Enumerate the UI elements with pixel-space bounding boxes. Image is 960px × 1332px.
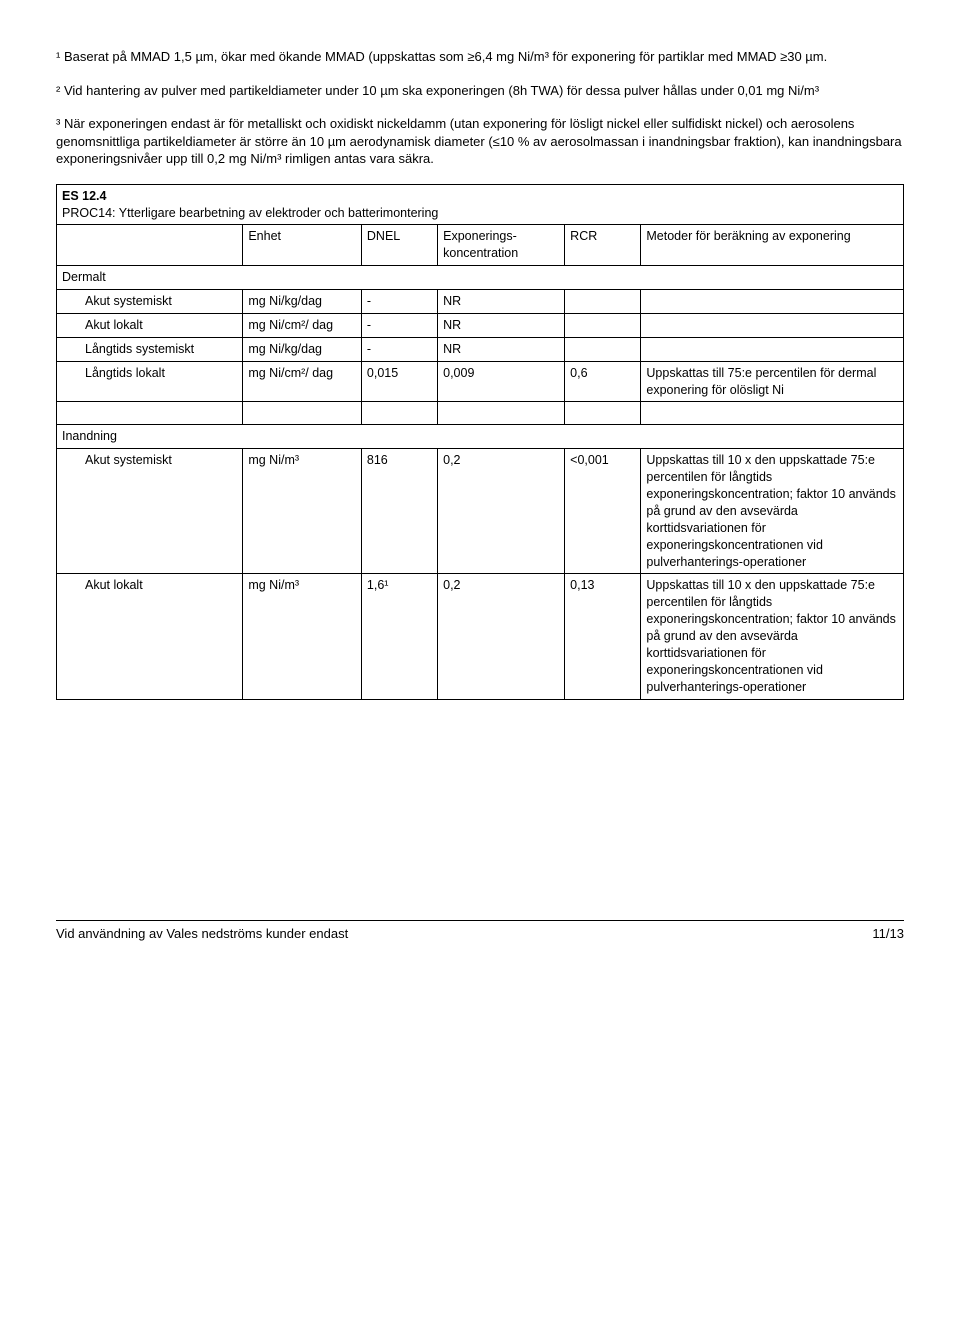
cell-rcr: 0,13: [565, 574, 641, 699]
hdr-col-1: Enhet: [243, 225, 362, 266]
table-row: Akut systemiskt mg Ni/kg/dag - NR: [57, 290, 904, 314]
cell-dnel: -: [361, 313, 437, 337]
cell-unit: mg Ni/kg/dag: [243, 337, 362, 361]
cell-meth: [641, 290, 904, 314]
cell-rcr: <0,001: [565, 449, 641, 574]
cell-name: Akut systemiskt: [57, 449, 243, 574]
table-title-row: ES 12.4 PROC14: Ytterligare bearbetning …: [57, 184, 904, 225]
cell-meth: Uppskattas till 10 x den uppskattade 75:…: [641, 574, 904, 699]
footnote-3: ³ När exponeringen endast är för metalli…: [56, 115, 904, 168]
cell-rcr: [565, 337, 641, 361]
cell-meth: Uppskattas till 10 x den uppskattade 75:…: [641, 449, 904, 574]
cell-dnel: 816: [361, 449, 437, 574]
table-title-line1: ES 12.4: [62, 189, 106, 203]
table-title-line2: PROC14: Ytterligare bearbetning av elekt…: [62, 206, 438, 220]
footer-right: 11/13: [872, 925, 904, 943]
footnote-1: ¹ Baserat på MMAD 1,5 µm, ökar med ökand…: [56, 48, 904, 66]
cell-name: Akut lokalt: [57, 574, 243, 699]
cell-name: Akut systemiskt: [57, 290, 243, 314]
hdr-col-0: [57, 225, 243, 266]
dermalt-label: Dermalt: [57, 266, 904, 290]
table-row: Långtids lokalt mg Ni/cm²/ dag 0,015 0,0…: [57, 361, 904, 402]
cell-unit: mg Ni/kg/dag: [243, 290, 362, 314]
dermalt-section-row: Dermalt: [57, 266, 904, 290]
cell-dnel: -: [361, 337, 437, 361]
hdr-col-4: RCR: [565, 225, 641, 266]
cell-exp: NR: [438, 337, 565, 361]
cell-exp: NR: [438, 313, 565, 337]
hdr-col-2: DNEL: [361, 225, 437, 266]
cell-unit: mg Ni/m³: [243, 574, 362, 699]
cell-unit: mg Ni/m³: [243, 449, 362, 574]
inandning-section-row: Inandning: [57, 425, 904, 449]
footnote-2: ² Vid hantering av pulver med partikeldi…: [56, 82, 904, 100]
footer-left: Vid användning av Vales nedströms kunder…: [56, 925, 348, 943]
cell-dnel: 0,015: [361, 361, 437, 402]
cell-name: Långtids systemiskt: [57, 337, 243, 361]
cell-meth: [641, 313, 904, 337]
cell-name: Akut lokalt: [57, 313, 243, 337]
cell-name: Långtids lokalt: [57, 361, 243, 402]
cell-rcr: [565, 313, 641, 337]
cell-dnel: 1,6¹: [361, 574, 437, 699]
table-row: Akut systemiskt mg Ni/m³ 816 0,2 <0,001 …: [57, 449, 904, 574]
cell-unit: mg Ni/cm²/ dag: [243, 313, 362, 337]
table-title: ES 12.4 PROC14: Ytterligare bearbetning …: [57, 184, 904, 225]
cell-exp: NR: [438, 290, 565, 314]
table-row: Akut lokalt mg Ni/cm²/ dag - NR: [57, 313, 904, 337]
page-footer: Vid användning av Vales nedströms kunder…: [56, 920, 904, 943]
cell-exp: 0,2: [438, 449, 565, 574]
hdr-col-3: Exponerings-koncentration: [438, 225, 565, 266]
table-header-row: Enhet DNEL Exponerings-koncentration RCR…: [57, 225, 904, 266]
exposure-table: ES 12.4 PROC14: Ytterligare bearbetning …: [56, 184, 904, 700]
table-row: Akut lokalt mg Ni/m³ 1,6¹ 0,2 0,13 Uppsk…: [57, 574, 904, 699]
cell-exp: 0,009: [438, 361, 565, 402]
cell-dnel: -: [361, 290, 437, 314]
hdr-col-5: Metoder för beräkning av exponering: [641, 225, 904, 266]
cell-exp: 0,2: [438, 574, 565, 699]
blank-row: [57, 402, 904, 425]
cell-meth: [641, 337, 904, 361]
cell-rcr: 0,6: [565, 361, 641, 402]
cell-meth: Uppskattas till 75:e percentilen för der…: [641, 361, 904, 402]
table-row: Långtids systemiskt mg Ni/kg/dag - NR: [57, 337, 904, 361]
cell-unit: mg Ni/cm²/ dag: [243, 361, 362, 402]
inandning-label: Inandning: [57, 425, 904, 449]
cell-rcr: [565, 290, 641, 314]
